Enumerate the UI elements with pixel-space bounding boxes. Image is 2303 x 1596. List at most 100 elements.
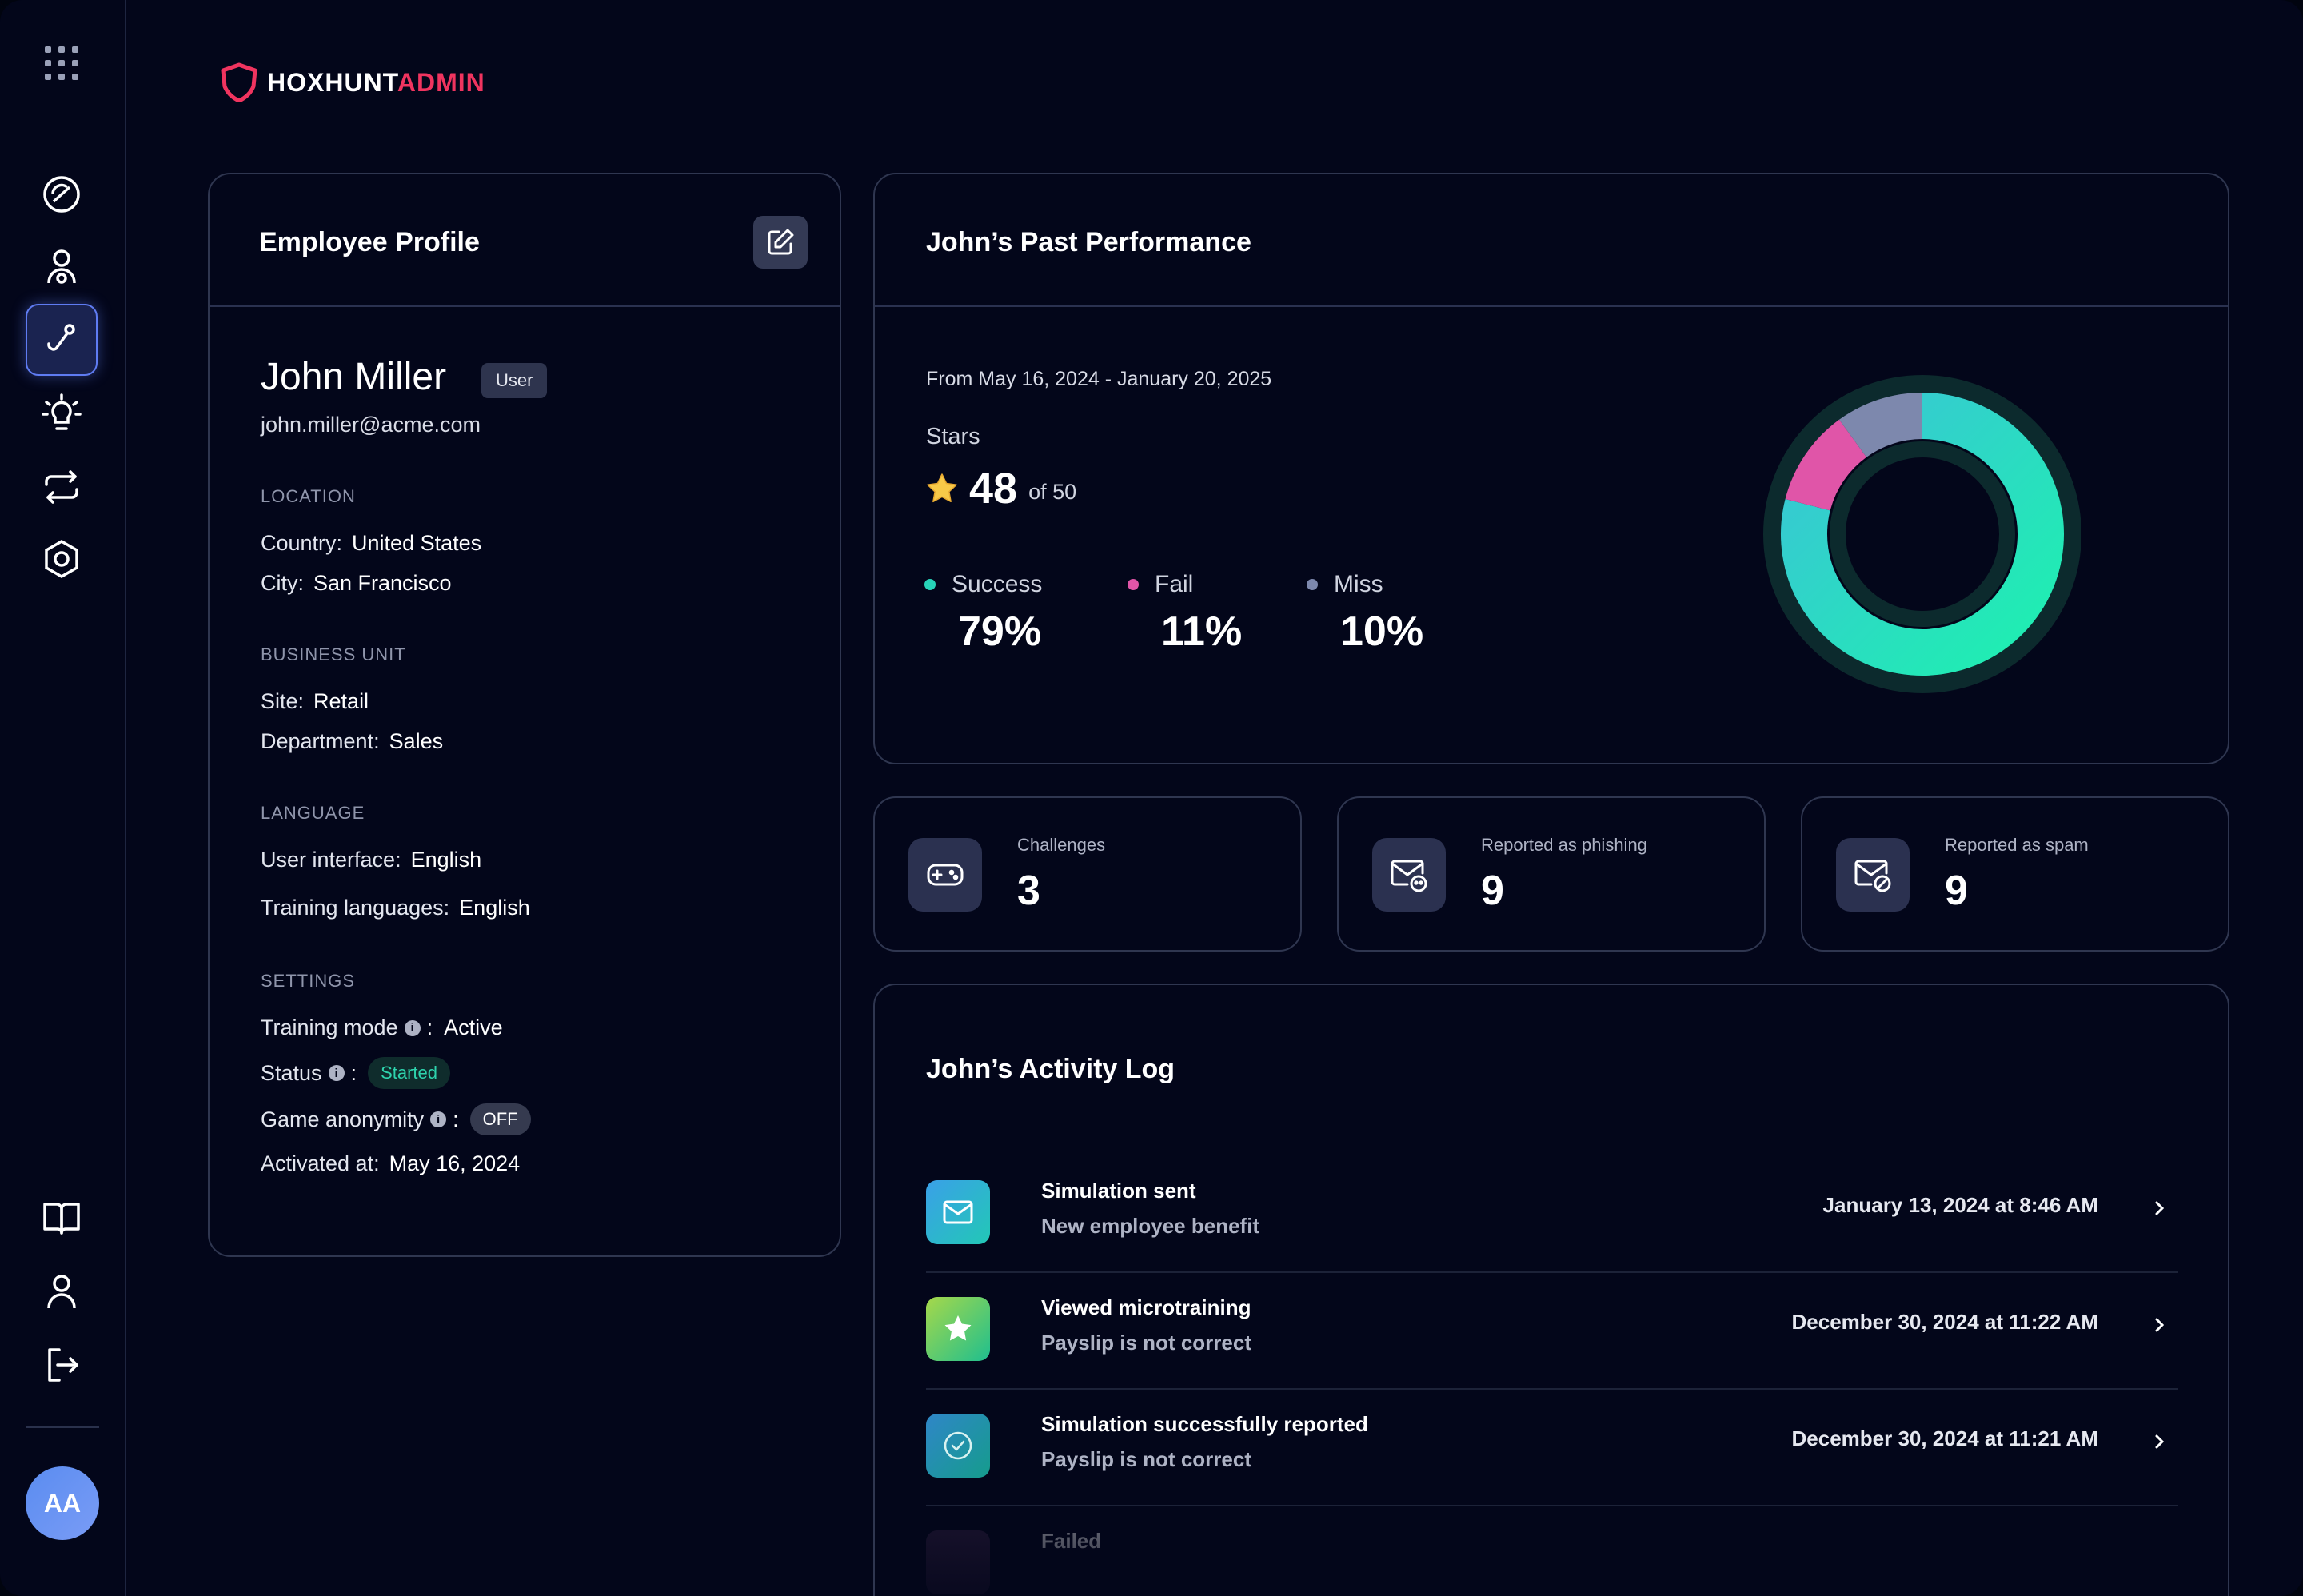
fail-label: Fail: [1155, 571, 1194, 597]
chevron-right-icon[interactable]: [2148, 1430, 2172, 1454]
challenges-card[interactable]: Challenges 3: [873, 796, 1302, 952]
scroll-fade: [875, 1534, 2228, 1596]
shield-logo-icon: [221, 62, 257, 102]
book-icon[interactable]: [26, 1182, 98, 1254]
avatar[interactable]: AA: [26, 1466, 99, 1540]
performance-title: John’s Past Performance: [926, 227, 1251, 257]
site-row: Site: Retail: [261, 689, 369, 714]
phishing-hook-icon[interactable]: [26, 304, 98, 376]
status-badge: Started: [368, 1057, 450, 1089]
donut-success-segment: [1781, 393, 2064, 676]
activity-subtitle: Payslip is not correct: [1041, 1331, 1251, 1355]
activity-item[interactable]: Simulation successfully reported Payslip…: [926, 1390, 2178, 1506]
employee-profile-card: Employee Profile John Miller User john.m…: [208, 173, 841, 1257]
performance-donut-chart: [1763, 375, 2081, 693]
employee-email: john.miller@acme.com: [261, 413, 481, 437]
ui-language-row: User interface: English: [261, 848, 481, 872]
chevron-right-icon[interactable]: [2148, 1196, 2172, 1220]
user-settings-icon[interactable]: [26, 230, 98, 302]
success-stat: Success 79%: [924, 571, 1042, 656]
donut-fail-segment: [1785, 419, 1867, 512]
country-row: Country: United States: [261, 531, 481, 556]
stars-label: Stars: [926, 424, 980, 449]
miss-value: 10%: [1340, 608, 1424, 655]
logout-icon[interactable]: [26, 1329, 98, 1401]
status-row: Status i : Started: [261, 1057, 450, 1089]
lightbulb-icon[interactable]: [26, 377, 98, 449]
success-value: 79%: [958, 608, 1042, 655]
fail-stat: Fail 11%: [1128, 571, 1242, 656]
activity-title: John’s Activity Log: [926, 1054, 1175, 1084]
fail-dot: [1128, 579, 1139, 590]
settings-label: SETTINGS: [261, 971, 356, 991]
gamepad-icon: [908, 838, 982, 912]
success-label: Success: [952, 571, 1043, 597]
chevron-right-icon[interactable]: [2148, 1313, 2172, 1337]
activated-row: Activated at: May 16, 2024: [261, 1151, 520, 1176]
city-key: City:: [261, 571, 304, 595]
past-performance-card: John’s Past Performance From May 16, 202…: [873, 173, 2229, 764]
colon: :: [426, 1015, 433, 1039]
sync-arrows-icon[interactable]: [26, 451, 98, 523]
settings-hex-icon[interactable]: [26, 523, 98, 595]
activity-item[interactable]: Viewed microtraining Payslip is not corr…: [926, 1273, 2178, 1390]
edit-profile-button[interactable]: [753, 216, 808, 269]
donut-miss-segment: [1838, 393, 1923, 458]
info-icon[interactable]: i: [328, 1065, 345, 1081]
site-key: Site:: [261, 689, 305, 713]
app-logo[interactable]: HOXHUNTADMIN: [219, 62, 485, 102]
miss-stat: Miss 10%: [1307, 571, 1423, 656]
country-key: Country:: [261, 531, 343, 555]
reported-phishing-card[interactable]: Reported as phishing 9: [1337, 796, 1766, 952]
performance-divider: [875, 305, 2228, 307]
city-row: City: San Francisco: [261, 571, 452, 596]
mail-icon: [926, 1180, 990, 1244]
miss-dot: [1307, 579, 1318, 590]
sidebar: AA: [0, 0, 126, 1596]
activity-subtitle: New employee benefit: [1041, 1214, 1260, 1238]
apps-grid-icon[interactable]: [26, 27, 98, 99]
status-key: Status: [261, 1060, 322, 1085]
colon: :: [350, 1060, 357, 1085]
fail-value: 11%: [1161, 608, 1243, 655]
sidebar-divider: [26, 1426, 99, 1428]
department-value: Sales: [389, 729, 444, 753]
language-label: LANGUAGE: [261, 803, 365, 823]
training-mode-key: Training mode: [261, 1015, 398, 1039]
dashboard-gauge-icon[interactable]: [26, 158, 98, 230]
info-icon[interactable]: i: [430, 1111, 447, 1127]
donut-outer-ring: [1763, 375, 2081, 693]
challenges-label: Challenges: [1017, 835, 1106, 855]
success-dot: [924, 579, 936, 590]
profile-divider: [210, 305, 840, 307]
activity-subtitle: Payslip is not correct: [1041, 1447, 1251, 1471]
location-label: LOCATION: [261, 486, 356, 506]
reported-spam-card[interactable]: Reported as spam 9: [1801, 796, 2229, 952]
donut-inner-ring: [1830, 441, 2015, 627]
city-value: San Francisco: [313, 571, 452, 595]
miss-label: Miss: [1334, 571, 1383, 597]
check-circle-icon: [926, 1414, 990, 1478]
anonymity-toggle[interactable]: OFF: [469, 1103, 531, 1135]
reported-spam-value: 9: [1945, 868, 1968, 914]
colon: :: [453, 1107, 459, 1131]
challenges-value: 3: [1017, 868, 1040, 914]
game-anonymity-key: Game anonymity: [261, 1107, 425, 1131]
role-badge: User: [481, 363, 548, 398]
game-anonymity-row: Game anonymity i : OFF: [261, 1103, 531, 1135]
reported-phishing-label: Reported as phishing: [1481, 835, 1647, 855]
user-icon[interactable]: [26, 1255, 98, 1327]
date-range: From May 16, 2024 - January 20, 2025: [926, 368, 1272, 390]
ui-language-value: English: [410, 848, 482, 872]
country-value: United States: [352, 531, 482, 555]
activity-date: December 30, 2024 at 11:22 AM: [1791, 1310, 2099, 1334]
logo-secondary: ADMIN: [397, 67, 485, 97]
activated-value: May 16, 2024: [389, 1151, 521, 1175]
activity-log-card: John’s Activity Log Simulation sent New …: [873, 984, 2229, 1596]
info-icon[interactable]: i: [404, 1019, 421, 1036]
activity-item[interactable]: Simulation sent New employee benefit Jan…: [926, 1156, 2178, 1273]
training-mode-value: Active: [444, 1015, 503, 1039]
activity-date: December 30, 2024 at 11:21 AM: [1791, 1426, 2099, 1450]
employee-name: John Miller: [261, 356, 447, 398]
